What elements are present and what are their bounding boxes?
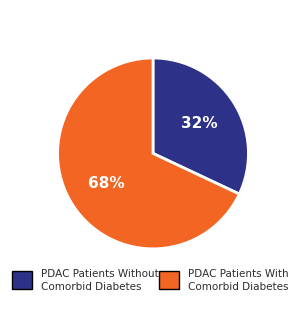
Text: 68%: 68% xyxy=(88,176,125,191)
FancyBboxPatch shape xyxy=(159,271,179,289)
Wedge shape xyxy=(153,58,248,194)
Text: 32%: 32% xyxy=(181,116,218,131)
FancyBboxPatch shape xyxy=(12,271,32,289)
Wedge shape xyxy=(58,58,239,249)
Text: PDAC Patients Without
Comorbid Diabetes: PDAC Patients Without Comorbid Diabetes xyxy=(41,269,159,292)
Text: Figure 1. PDAC Patients With/Without Comorbid
Diabetes’: Figure 1. PDAC Patients With/Without Com… xyxy=(11,2,306,33)
Text: PDAC Patients With
Comorbid Diabetes: PDAC Patients With Comorbid Diabetes xyxy=(188,269,289,292)
